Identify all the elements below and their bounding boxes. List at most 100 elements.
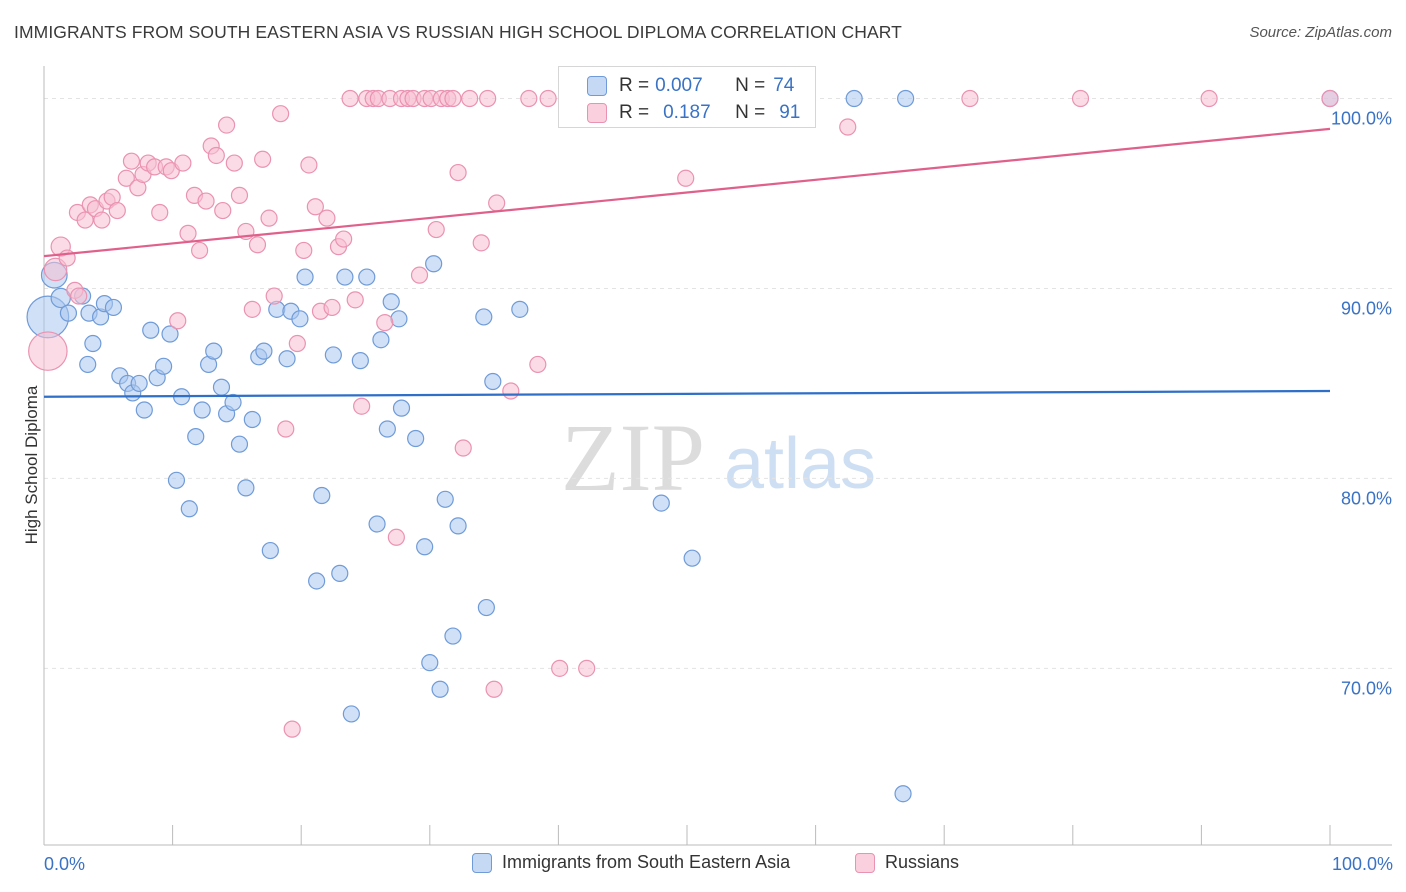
russians-point bbox=[353, 397, 371, 415]
stats-n-label-russians: N = bbox=[735, 102, 766, 123]
x-tick-label: 0.0% bbox=[44, 854, 85, 874]
legend-item-russians[interactable]: Russians bbox=[855, 852, 959, 873]
russians-point bbox=[295, 241, 313, 260]
russians-point bbox=[427, 220, 445, 239]
russians-point bbox=[529, 355, 547, 374]
sea-point bbox=[683, 549, 701, 567]
y-tick-label: 70.0% bbox=[1341, 678, 1392, 698]
legend-swatch-russians bbox=[855, 852, 875, 873]
russians-point bbox=[214, 201, 232, 220]
sea-point bbox=[243, 410, 261, 429]
sea-point bbox=[358, 268, 376, 286]
sea-point bbox=[278, 350, 296, 368]
y-tick-label: 80.0% bbox=[1341, 488, 1392, 508]
sea-point bbox=[50, 287, 71, 309]
russians-point bbox=[76, 211, 94, 229]
russians-point bbox=[502, 382, 520, 400]
russians-point bbox=[179, 224, 197, 242]
russians-point bbox=[551, 659, 569, 677]
sea-point bbox=[104, 298, 123, 317]
russians-point bbox=[318, 209, 336, 227]
russians-point bbox=[169, 312, 187, 330]
russians-point bbox=[197, 192, 215, 210]
sea-point bbox=[378, 420, 396, 438]
russians-point bbox=[323, 298, 341, 317]
sea-point bbox=[652, 494, 670, 512]
russians-point bbox=[108, 201, 126, 220]
series-russians-points bbox=[28, 89, 1339, 738]
sea-point bbox=[475, 308, 493, 326]
russians-point bbox=[1200, 89, 1218, 108]
sea-point bbox=[308, 572, 326, 590]
sea-point bbox=[382, 293, 400, 311]
russians-point bbox=[225, 154, 243, 172]
sea-point bbox=[130, 374, 148, 393]
y-tick-label: 90.0% bbox=[1341, 298, 1392, 318]
russians-point bbox=[207, 146, 225, 165]
sea-point bbox=[392, 399, 411, 417]
watermark-zip: ZIP bbox=[561, 404, 705, 511]
stats-swatch-sea bbox=[587, 76, 607, 96]
russians-point bbox=[283, 720, 301, 738]
sea-point bbox=[416, 538, 434, 556]
russians-point bbox=[117, 169, 135, 187]
sea-point bbox=[431, 680, 449, 698]
sea-point bbox=[261, 541, 279, 560]
watermark: ZIP atlas bbox=[561, 404, 876, 511]
russians-point bbox=[488, 194, 506, 212]
sea-point bbox=[205, 342, 223, 360]
russians-point bbox=[122, 152, 141, 170]
legend-item-sea[interactable]: Immigrants from South Eastern Asia bbox=[472, 852, 790, 873]
russians-point bbox=[449, 163, 467, 182]
stats-legend: R = 0.007 N = 74 R = 0.187 N = 91 bbox=[558, 66, 816, 128]
sea-point bbox=[154, 357, 173, 375]
sea-point bbox=[142, 321, 160, 339]
russians-point bbox=[485, 680, 503, 698]
chart-title: IMMIGRANTS FROM SOUTH EASTERN ASIA VS RU… bbox=[14, 22, 902, 42]
russians-point bbox=[387, 528, 405, 546]
sea-point bbox=[368, 515, 386, 533]
russians-point bbox=[277, 420, 295, 438]
russians-point bbox=[191, 241, 209, 260]
sea-point bbox=[372, 331, 390, 349]
russians-point bbox=[93, 211, 111, 229]
russians-point bbox=[472, 234, 490, 252]
stats-row-russians: R = 0.187 N = 91 bbox=[559, 99, 800, 127]
russians-point bbox=[1071, 89, 1090, 108]
russians-point bbox=[578, 659, 596, 677]
sea-point bbox=[897, 89, 915, 108]
russians-point bbox=[454, 439, 472, 457]
sea-point bbox=[894, 785, 912, 803]
sea-point bbox=[187, 428, 205, 446]
russians-point bbox=[444, 89, 462, 108]
sea-point bbox=[444, 627, 462, 645]
sea-point bbox=[237, 479, 255, 497]
russians-point bbox=[539, 89, 557, 108]
sea-point bbox=[425, 255, 443, 273]
sea-point bbox=[336, 268, 354, 286]
sea-point bbox=[167, 471, 186, 489]
russians-point bbox=[461, 89, 479, 108]
sea-point bbox=[59, 304, 78, 322]
grid bbox=[44, 97, 1392, 669]
stats-n-value-russians: 91 bbox=[779, 102, 801, 123]
stats-row-sea: R = 0.007 N = 74 bbox=[559, 72, 794, 100]
russians-point bbox=[520, 89, 538, 108]
sea-point bbox=[296, 268, 314, 286]
russians-point bbox=[1321, 89, 1339, 108]
russians-point bbox=[677, 169, 695, 187]
sea-point bbox=[351, 352, 369, 370]
russians-point bbox=[346, 291, 364, 309]
sea-point bbox=[511, 300, 529, 318]
sea-point bbox=[255, 342, 273, 360]
sea-point bbox=[224, 393, 242, 412]
sea-point bbox=[484, 372, 502, 391]
sea-point bbox=[449, 517, 467, 535]
sea-point bbox=[180, 500, 198, 518]
axes bbox=[43, 66, 1392, 846]
stats-n-value-sea: 74 bbox=[773, 75, 795, 96]
russians-point bbox=[243, 300, 261, 318]
russians-point bbox=[28, 331, 68, 371]
trend-line-sea bbox=[43, 389, 1331, 398]
